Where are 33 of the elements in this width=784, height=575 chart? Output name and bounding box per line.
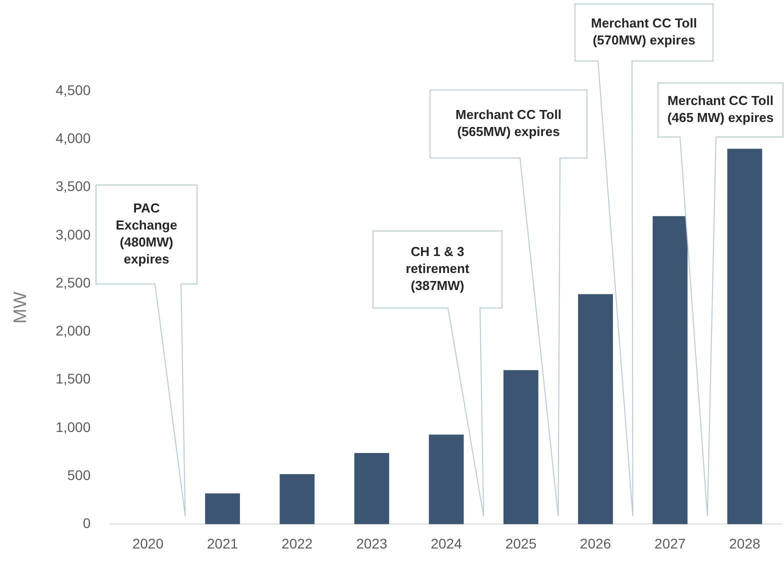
y-axis-title: MW bbox=[10, 292, 30, 324]
y-tick-label: 500 bbox=[67, 466, 91, 483]
y-tick-label: 3,500 bbox=[56, 178, 91, 194]
x-tick-label: 2023 bbox=[356, 535, 388, 552]
bar bbox=[280, 474, 315, 524]
annotation: Merchant CC Toll (465 MW) expires bbox=[667, 93, 774, 126]
annotation: Merchant CC Toll (565MW) expires bbox=[456, 107, 562, 140]
text: Merchant CC Toll (570MW) expires bbox=[591, 16, 697, 48]
y-tick-label: 1,500 bbox=[56, 370, 91, 387]
bar bbox=[205, 493, 240, 524]
y-tick-label: 4,500 bbox=[56, 82, 91, 98]
y-tick-label: 1,000 bbox=[56, 418, 91, 435]
bar bbox=[354, 452, 390, 524]
bar bbox=[652, 216, 688, 524]
x-tick-label: 2020 bbox=[132, 535, 164, 552]
x-tick-label: 2027 bbox=[654, 535, 686, 552]
x-tick-label: 2025 bbox=[505, 535, 537, 552]
y-tick-label: 4,000 bbox=[56, 130, 91, 146]
bar bbox=[503, 370, 538, 524]
y-tick-label: 0 bbox=[82, 515, 91, 532]
y-tick-label: 3,000 bbox=[56, 226, 91, 242]
x-tick-label: 2026 bbox=[580, 535, 612, 552]
annotation: CH 1 & 3 retirement (387MW) bbox=[406, 244, 470, 294]
bar bbox=[428, 434, 464, 524]
y-tick-label: 2,500 bbox=[56, 274, 91, 290]
bar bbox=[727, 148, 762, 524]
y-tick-label: 2,000 bbox=[56, 322, 91, 339]
bar bbox=[578, 294, 613, 524]
x-tick-label: 2022 bbox=[282, 535, 313, 552]
x-tick-label: 2024 bbox=[430, 535, 462, 552]
annotation: PAC Exchange (480MW) expires bbox=[116, 200, 178, 267]
x-tick-label: 2021 bbox=[206, 535, 238, 552]
x-tick-label: 2028 bbox=[729, 535, 760, 552]
